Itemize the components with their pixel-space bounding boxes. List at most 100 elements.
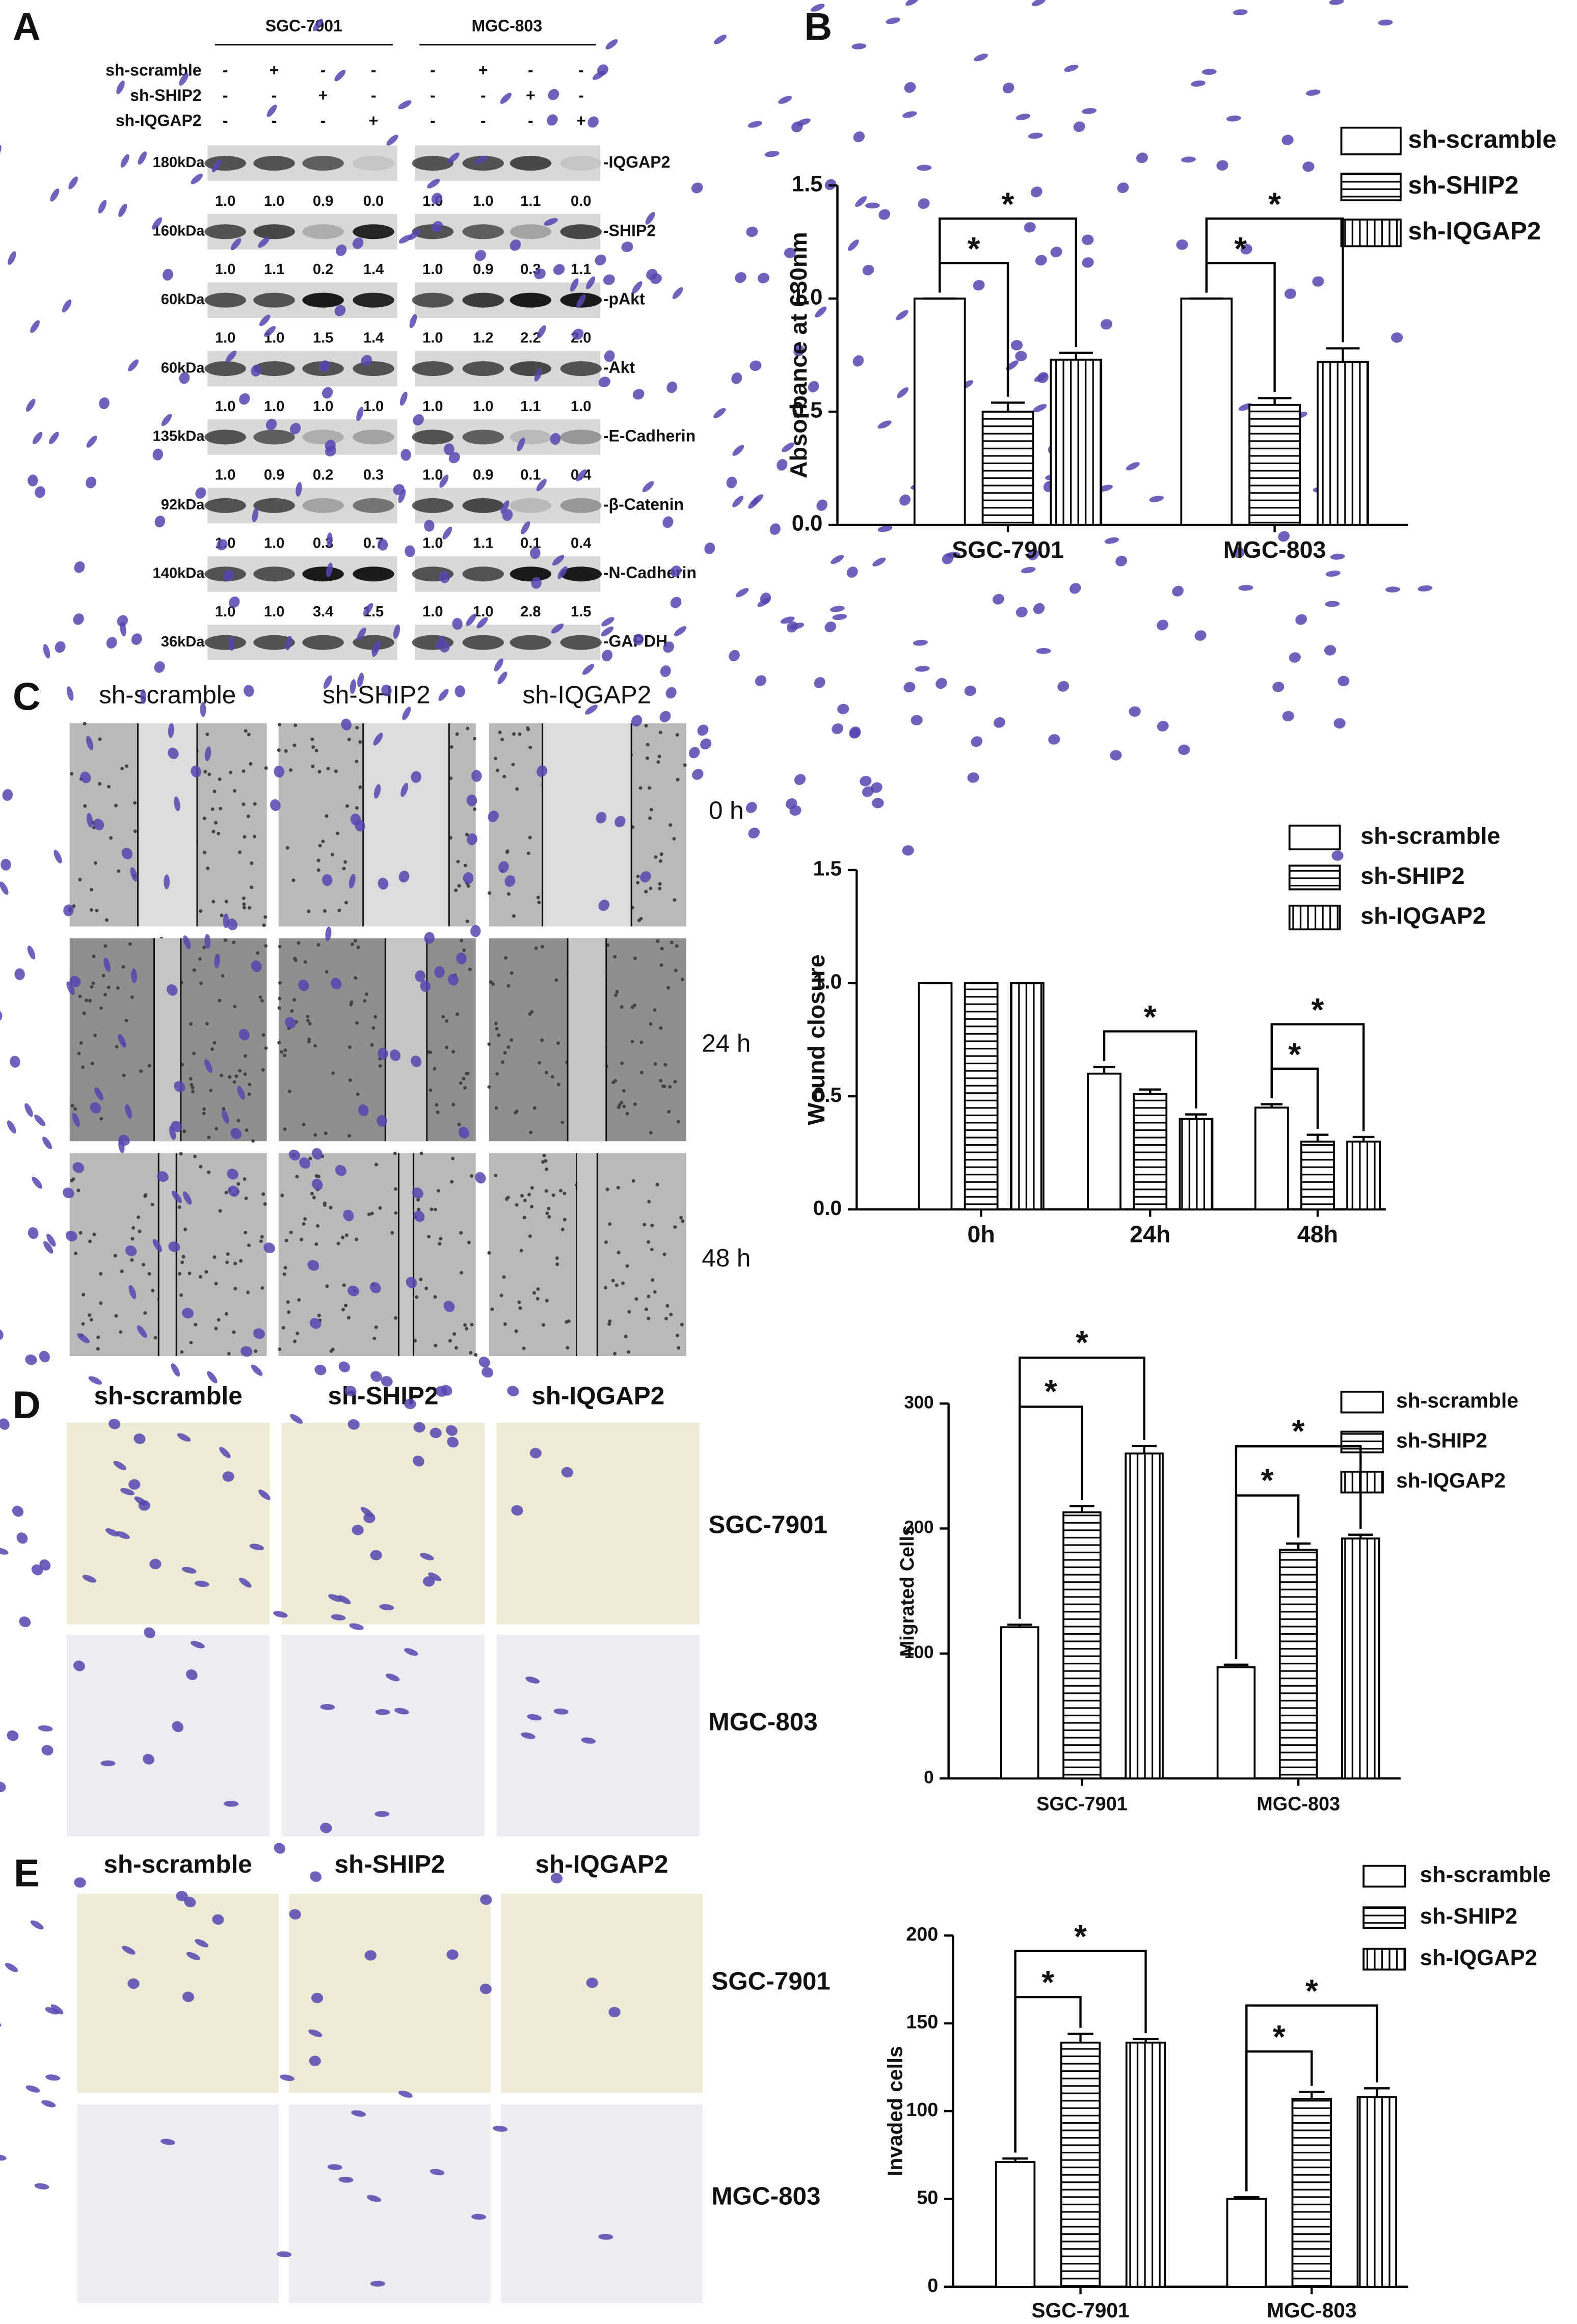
- stained-cell: [1191, 80, 1206, 87]
- wound-gap: [398, 1153, 414, 1357]
- cell: [243, 1054, 247, 1058]
- stained-cell: [1115, 555, 1128, 566]
- stained-cell: [478, 1357, 490, 1368]
- band: [253, 498, 295, 513]
- stained-cell: [1284, 288, 1297, 299]
- error-bar: [1007, 1624, 1032, 1628]
- quant-label: 0.2: [313, 261, 333, 278]
- quant-label: 1.0: [215, 193, 235, 209]
- cell: [345, 804, 349, 808]
- lane-sign: -: [528, 111, 533, 129]
- stained-cell: [1157, 619, 1168, 631]
- cell: [142, 1263, 146, 1267]
- stained-cell: [581, 1737, 596, 1744]
- stained-cell: [886, 17, 900, 24]
- legend-swatch: [1362, 1906, 1406, 1929]
- cell: [310, 737, 314, 741]
- stained-cell: [228, 636, 235, 651]
- cell: [394, 1316, 398, 1320]
- cell: [78, 994, 82, 998]
- stained-cell: [849, 727, 861, 739]
- cell: [466, 884, 470, 888]
- cell: [394, 1211, 398, 1215]
- cell: [203, 770, 207, 774]
- stained-cell: [855, 196, 867, 207]
- significance-label: *: [1292, 1413, 1305, 1449]
- stained-cell: [179, 72, 189, 86]
- bar: [918, 982, 953, 1210]
- stained-cell: [0, 1329, 4, 1340]
- cell: [639, 1070, 644, 1074]
- cell: [634, 1297, 638, 1301]
- significance-label: *: [968, 230, 980, 267]
- cell: [179, 1293, 183, 1297]
- panel-letter: D: [13, 1384, 41, 1427]
- stained-cell: [1010, 340, 1023, 350]
- stained-cell: [152, 448, 163, 461]
- stained-cell: [399, 391, 408, 406]
- cell: [311, 764, 315, 768]
- stained-cell: [375, 1811, 390, 1817]
- cell: [365, 992, 369, 996]
- cell: [523, 1198, 527, 1202]
- cell: [292, 998, 297, 1002]
- stained-cell: [72, 1113, 80, 1127]
- cell: [449, 745, 453, 749]
- stained-cell: [41, 2100, 56, 2107]
- band: [462, 292, 504, 308]
- cell: [242, 896, 246, 900]
- stained-cell: [39, 1350, 50, 1363]
- stained-cell: [62, 1187, 74, 1199]
- stained-cell: [348, 1419, 360, 1430]
- stained-cell: [598, 2234, 613, 2240]
- band: [353, 429, 394, 445]
- cell: [83, 804, 87, 808]
- stained-cell: [913, 639, 928, 646]
- stained-cell: [811, 4, 825, 12]
- stained-cell: [14, 968, 25, 981]
- stained-cell: [222, 1471, 234, 1482]
- cell: [554, 978, 558, 982]
- stained-cell: [125, 1245, 137, 1257]
- stained-cell: [296, 482, 302, 497]
- stained-cell: [482, 1367, 494, 1378]
- quant-label: 1.1: [473, 535, 493, 552]
- cell: [519, 1249, 523, 1253]
- stained-cell: [134, 1496, 148, 1506]
- cell: [248, 906, 252, 910]
- stained-cell: [86, 813, 93, 828]
- stained-cell: [435, 635, 445, 649]
- stained-cell: [356, 407, 364, 421]
- stained-cell: [398, 871, 410, 883]
- quant-label: 1.0: [264, 604, 284, 620]
- stained-cell: [915, 665, 930, 672]
- legend-label: sh-scramble: [1408, 125, 1556, 153]
- cell: [511, 763, 515, 767]
- stained-cell: [46, 1233, 56, 1247]
- legend-label: sh-SHIP2: [1360, 862, 1464, 889]
- cell: [498, 731, 502, 735]
- band: [253, 566, 295, 582]
- stained-cell: [602, 650, 613, 662]
- stained-cell: [118, 203, 127, 218]
- quant-label: 1.1: [520, 398, 541, 415]
- cell: [153, 1336, 157, 1340]
- stained-cell: [230, 238, 242, 251]
- error-bar: [1139, 1088, 1161, 1094]
- cell: [313, 1044, 317, 1048]
- stained-cell: [128, 359, 139, 372]
- significance-bracket: [939, 217, 1077, 347]
- stained-cell: [498, 861, 509, 873]
- stained-cell: [1057, 681, 1070, 692]
- cell: [292, 743, 297, 747]
- stained-cell: [0, 881, 9, 895]
- stained-cell: [1021, 566, 1036, 574]
- cell: [654, 855, 658, 859]
- cell: [143, 1311, 147, 1315]
- cell: [656, 939, 660, 943]
- column-label: sh-SHIP2: [335, 1850, 445, 1878]
- cell: [348, 1045, 352, 1049]
- stained-cell: [337, 1595, 351, 1605]
- cell: [182, 1129, 186, 1133]
